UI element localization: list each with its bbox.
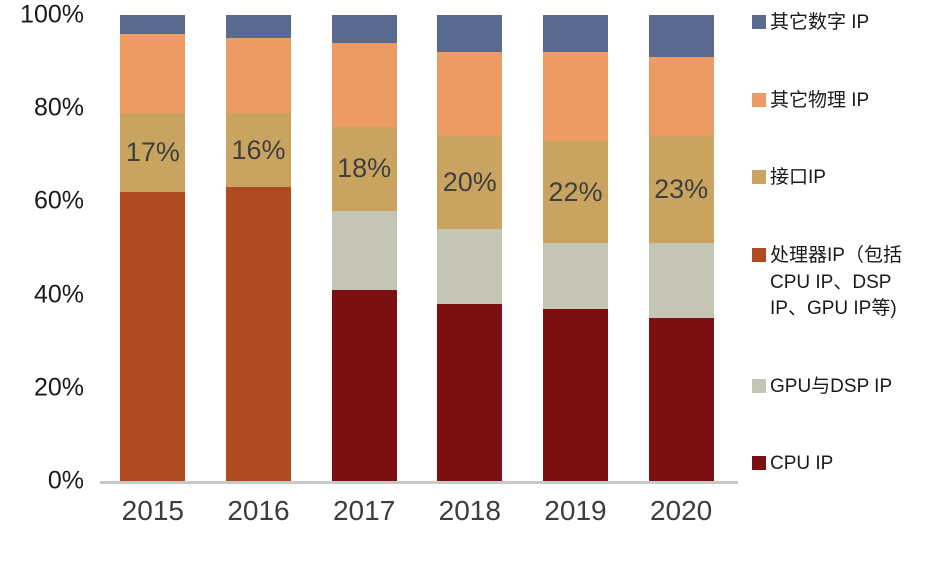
- bar-segment[interactable]: [331, 42, 397, 127]
- bar-segment[interactable]: 23%: [648, 136, 714, 244]
- bar-2016: 16%: [225, 15, 291, 481]
- bar-segment[interactable]: [225, 38, 291, 113]
- bar-segment[interactable]: [542, 52, 608, 141]
- legend-label: 其它数字 IP: [770, 12, 870, 33]
- bar-segment[interactable]: [120, 33, 186, 113]
- y-tick-label: 0%: [47, 466, 84, 495]
- bar-segment[interactable]: 22%: [542, 140, 608, 244]
- bar-2015: 17%: [120, 15, 186, 481]
- bar-segment[interactable]: [225, 15, 291, 39]
- bar-segment[interactable]: [437, 15, 503, 53]
- legend-item[interactable]: 接口IP: [752, 165, 938, 192]
- legend-item[interactable]: 处理器IP（包括 CPU IP、DSP IP、GPU IP等): [752, 243, 938, 323]
- legend-marker-icon: [752, 15, 766, 29]
- x-tick-label: 2019: [544, 495, 607, 526]
- bar-segment[interactable]: [542, 243, 608, 309]
- legend-item[interactable]: 其它物理 IP: [752, 88, 938, 115]
- y-axis: 0% 20% 40% 60% 80% 100%: [0, 1, 90, 495]
- y-tick-label: 20%: [33, 373, 84, 402]
- legend-label: 处理器IP（包括 CPU IP、DSP IP、GPU IP等): [770, 244, 902, 320]
- x-axis-line: [100, 481, 738, 484]
- bars-container: 17% 16% 18% 20% 22% 23%: [100, 15, 734, 481]
- bar-2017: 18%: [331, 15, 397, 481]
- bar-segment[interactable]: [120, 192, 186, 481]
- legend-item[interactable]: 其它数字 IP: [752, 10, 938, 37]
- bar-segment[interactable]: [120, 15, 186, 34]
- legend-marker-icon: [752, 247, 766, 262]
- legend-marker-icon: [752, 378, 766, 393]
- y-tick-label: 80%: [33, 93, 84, 122]
- bar-segment[interactable]: [331, 15, 397, 43]
- x-axis-labels: 2015 2016 2017 2018 2019 2020: [100, 495, 734, 527]
- bar-segment[interactable]: [437, 52, 503, 137]
- legend-item[interactable]: GPU与DSP IP: [752, 374, 938, 401]
- bar-segment[interactable]: [437, 303, 503, 481]
- x-tick-label: 2015: [121, 495, 184, 526]
- bar-segment[interactable]: [542, 15, 608, 53]
- bar-segment[interactable]: 17%: [120, 112, 186, 193]
- bar-2018: 20%: [437, 15, 503, 481]
- bar-segment[interactable]: [648, 243, 714, 318]
- legend-marker-icon: [752, 92, 766, 107]
- bar-segment[interactable]: [648, 56, 714, 137]
- x-tick-label: 2020: [649, 495, 713, 526]
- legend: 其它数字 IP 其它物理 IP 接口IP 处理器IP（包括 CPU IP、DSP IP…: [752, 10, 938, 478]
- bar-2019: 22%: [542, 15, 608, 481]
- legend-label: 其它物理 IP: [770, 89, 870, 111]
- x-tick-label: 2016: [227, 495, 290, 526]
- x-tick-label: 2018: [438, 495, 501, 526]
- bar-segment[interactable]: [225, 187, 291, 481]
- bar-segment[interactable]: 20%: [437, 136, 503, 230]
- y-tick-label: 100%: [20, 0, 84, 29]
- y-tick-label: 40%: [33, 280, 84, 309]
- x-tick-label: 2017: [332, 495, 396, 526]
- legend-marker-icon: [752, 170, 766, 185]
- bar-segment[interactable]: [331, 289, 397, 481]
- bar-segment[interactable]: 18%: [331, 126, 397, 211]
- bar-segment[interactable]: [331, 210, 397, 290]
- legend-item[interactable]: CPU IP: [752, 451, 938, 478]
- bar-segment[interactable]: 16%: [225, 112, 291, 188]
- bar-segment[interactable]: [648, 317, 714, 481]
- plot-area: 17% 16% 18% 20% 22% 23% 2015 2016 2017 2018 2019 2…: [100, 15, 738, 526]
- legend-label: GPU与DSP IP: [770, 375, 893, 397]
- legend-marker-icon: [752, 456, 766, 471]
- bar-segment[interactable]: [542, 308, 608, 481]
- bar-2020: 23%: [648, 15, 714, 481]
- legend-label: 接口IP: [770, 167, 826, 189]
- legend-label: CPU IP: [770, 453, 834, 475]
- bar-segment[interactable]: [437, 229, 503, 304]
- bar-segment[interactable]: [648, 15, 714, 57]
- y-tick-label: 60%: [33, 186, 84, 215]
